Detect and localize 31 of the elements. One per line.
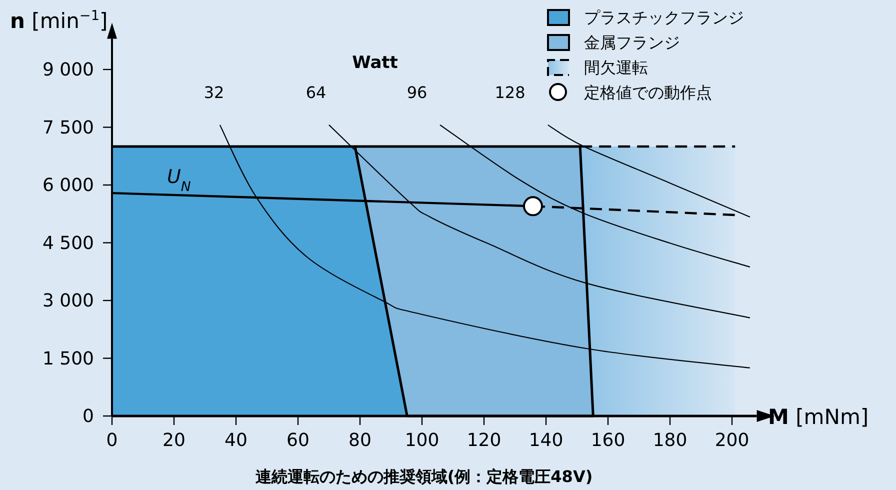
annotation: Watt	[352, 53, 398, 73]
x-tick-label: 20	[162, 430, 186, 451]
x-tick-label: 140	[528, 430, 564, 451]
y-tick-label: 7 500	[42, 117, 94, 138]
annotation: 96	[406, 83, 428, 102]
x-tick-label: 200	[714, 430, 750, 451]
annotation: 128	[494, 83, 526, 102]
x-tick-label: 160	[590, 430, 626, 451]
series-label: U$_{N}$	[167, 166, 191, 195]
x-tick-label: 180	[652, 430, 688, 451]
x-tick-label: 120	[466, 430, 502, 451]
x-tick-label: 100	[404, 430, 440, 451]
legend-label: プラスチックフランジ	[584, 8, 744, 27]
y-tick-label: 3 000	[42, 290, 94, 312]
y-axis-title: n [min$^{−1}$]	[10, 8, 108, 33]
legend-label: 定格値での動作点	[584, 83, 712, 102]
annotation: 64	[306, 83, 326, 102]
y-tick-label: 9 000	[42, 60, 94, 80]
x-tick-label: 60	[286, 430, 310, 451]
y-tick-label: 1 500	[42, 348, 94, 370]
y-tick-label: 6 000	[42, 175, 94, 196]
x-tick-label: 0	[106, 430, 118, 451]
x-axis-title: M [mNm]	[768, 405, 869, 429]
legend-label: 金属フランジ	[584, 33, 680, 52]
x-tick-label: 40	[224, 430, 248, 451]
text: 連続運転のための推奨領域(例：定格電圧48V)	[255, 467, 593, 486]
annotation: 32	[204, 83, 224, 102]
legend-label: 間欠運転	[584, 58, 648, 77]
x-tick-label: 80	[348, 430, 372, 451]
y-tick-label: 4 500	[42, 232, 94, 254]
y-tick-label: 0	[82, 406, 94, 427]
